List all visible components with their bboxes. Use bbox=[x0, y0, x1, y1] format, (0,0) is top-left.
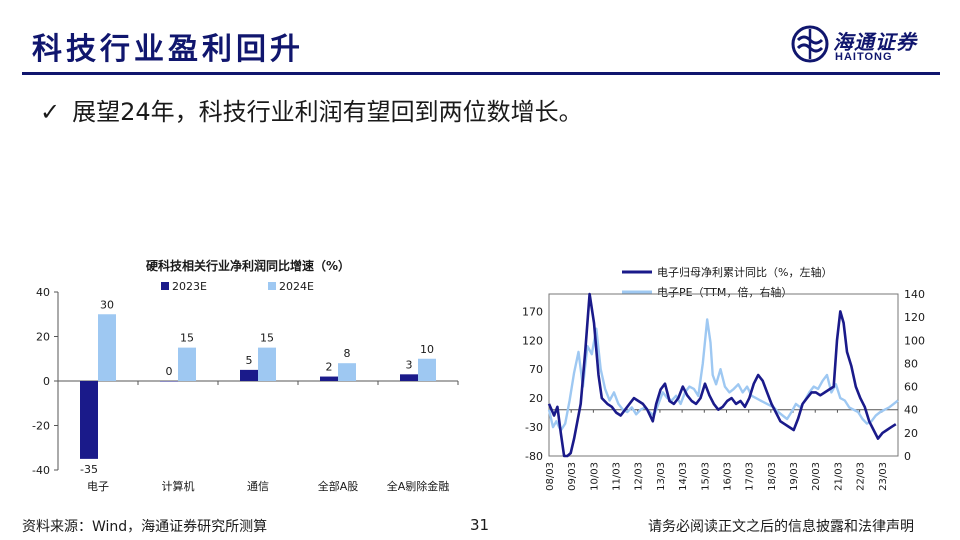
bar-2024E-3 bbox=[338, 363, 356, 381]
bar-value-label: 5 bbox=[246, 354, 253, 367]
bar-2023E-2 bbox=[240, 369, 258, 381]
chart2-left-tick-label: -80 bbox=[525, 450, 543, 463]
profit-growth-bar-chart: 硬科技相关行业净利润同比增速（%） 2023E 2024E -40-200204… bbox=[32, 258, 459, 493]
chart1-x-tick-label: 通信 bbox=[247, 480, 269, 493]
bar-2023E-3 bbox=[320, 376, 338, 381]
chart1-bars: -35 30 0 15 5 15 28 3 10 bbox=[80, 298, 436, 476]
chart2-x-tick-label: 22/03 bbox=[856, 462, 867, 491]
chart2-x-tick-label: 11/03 bbox=[612, 462, 623, 491]
chart2-x-tick-label: 17/03 bbox=[745, 462, 756, 491]
bar-value-label: 2 bbox=[326, 361, 333, 374]
chart2-x-tick-label: 20/03 bbox=[811, 462, 822, 491]
title-divider bbox=[22, 72, 940, 75]
logo-english-name: HAITONG bbox=[835, 51, 893, 63]
chart2-x-tick-label: 12/03 bbox=[634, 462, 645, 491]
chart2-x-tick-label: 21/03 bbox=[833, 462, 844, 491]
bar-2024E-0 bbox=[98, 314, 116, 381]
source-note: 资料来源：Wind，海通证券研究所测算 bbox=[22, 519, 268, 535]
chart2-x-tick-label: 09/03 bbox=[567, 462, 578, 491]
chart2-lines bbox=[547, 292, 899, 458]
company-logo: 海通证券 HAITONG bbox=[790, 24, 940, 66]
chart2-x-tick-label: 15/03 bbox=[700, 462, 711, 491]
bar-2024E-1 bbox=[178, 347, 196, 381]
bar-2023E-1 bbox=[160, 381, 178, 382]
chart2-left-tick-label: 70 bbox=[529, 363, 543, 376]
chart2-x-tick-label: 14/03 bbox=[678, 462, 689, 491]
bar-value-label: 0 bbox=[166, 365, 173, 378]
chart2-right-tick-label: 100 bbox=[904, 334, 925, 347]
haitong-emblem-icon bbox=[791, 25, 829, 63]
bar-value-label: 8 bbox=[344, 347, 351, 360]
legend-label-2023e: 2023E bbox=[172, 280, 207, 293]
chart2-right-tick-label: 140 bbox=[904, 288, 925, 301]
chart2-axes: -80 -30 20 70 120 170 0 20 40 60 80 100 120 140 08/03 0… bbox=[522, 288, 925, 491]
chart2-x-tick-label: 10/03 bbox=[589, 462, 600, 491]
chart1-x-tick-label: 全部A股 bbox=[318, 479, 359, 493]
chart2-x-tick-label: 23/03 bbox=[878, 462, 889, 491]
chart1-y-tick-label: 40 bbox=[36, 286, 50, 299]
legend-label-profit: 电子归母净利累计同比（%，左轴） bbox=[657, 265, 832, 279]
chart1-y-tick-label: 20 bbox=[36, 331, 50, 344]
legend-label-2024e: 2024E bbox=[279, 280, 314, 293]
logo-chinese-name: 海通证券 bbox=[833, 30, 917, 54]
bar-value-label: 15 bbox=[260, 332, 274, 345]
bar-2024E-4 bbox=[418, 358, 436, 381]
chart2-right-tick-label: 120 bbox=[904, 311, 925, 324]
key-point-text: 展望24年，科技行业利润有望回到两位数增长。 bbox=[72, 98, 583, 126]
chart2-plot-frame bbox=[548, 293, 899, 457]
legend-label-pe: 电子PE（TTM，倍，右轴） bbox=[657, 285, 792, 299]
pe-ttm-line bbox=[547, 318, 899, 432]
chart2-x-tick-label: 18/03 bbox=[767, 462, 778, 491]
chart2-right-tick-label: 80 bbox=[904, 357, 918, 370]
chart2-left-tick-label: -30 bbox=[525, 421, 543, 434]
chart2-right-tick-label: 40 bbox=[904, 404, 918, 417]
bar-value-label: 30 bbox=[100, 298, 114, 311]
key-point: ✓ 展望24年，科技行业利润有望回到两位数增长。 bbox=[40, 92, 583, 127]
chart1-x-tick-label: 计算机 bbox=[162, 479, 195, 493]
bar-2024E-2 bbox=[258, 347, 276, 381]
chart1-x-tick-label: 电子 bbox=[87, 480, 109, 493]
pe-and-profit-line-chart: 电子归母净利累计同比（%，左轴） 电子PE（TTM，倍，右轴） -80 -30 20… bbox=[522, 265, 925, 491]
chart2-x-tick-label: 16/03 bbox=[722, 462, 733, 491]
chart1-y-tick-label: -20 bbox=[32, 420, 50, 433]
bar-value-label: -35 bbox=[80, 463, 98, 476]
profit-growth-line bbox=[547, 292, 897, 458]
chart1-y-tick-label: 0 bbox=[43, 375, 50, 388]
chart2-x-tick-label: 19/03 bbox=[789, 462, 800, 491]
bar-2023E-0 bbox=[80, 381, 98, 459]
chart2-left-tick-label: 20 bbox=[529, 392, 543, 405]
chart2-right-tick-label: 0 bbox=[904, 450, 911, 463]
legend-swatch-2024e bbox=[268, 282, 276, 290]
chart2-right-tick-label: 60 bbox=[904, 381, 918, 394]
checkmark-icon: ✓ bbox=[40, 98, 61, 126]
page-number: 31 bbox=[470, 516, 490, 534]
chart2-x-tick-label: 13/03 bbox=[656, 462, 667, 491]
bar-value-label: 3 bbox=[406, 358, 413, 371]
chart2-left-tick-label: 170 bbox=[522, 305, 543, 318]
disclaimer: 请务必阅读正文之后的信息披露和法律声明 bbox=[648, 519, 914, 535]
chart2-x-tick-label: 08/03 bbox=[545, 462, 556, 491]
chart1-x-tick-label: 全A剔除金融 bbox=[387, 479, 450, 493]
chart1-title: 硬科技相关行业净利润同比增速（%） bbox=[146, 258, 350, 273]
page-title: 科技行业盈利回升 bbox=[32, 32, 304, 67]
chart2-right-tick-label: 20 bbox=[904, 427, 918, 440]
bar-2023E-4 bbox=[400, 374, 418, 381]
chart2-left-tick-label: 120 bbox=[522, 334, 543, 347]
bar-value-label: 10 bbox=[420, 343, 434, 356]
bar-value-label: 15 bbox=[180, 332, 194, 345]
chart1-y-tick-label: -40 bbox=[32, 464, 50, 477]
legend-swatch-2023e bbox=[161, 282, 169, 290]
